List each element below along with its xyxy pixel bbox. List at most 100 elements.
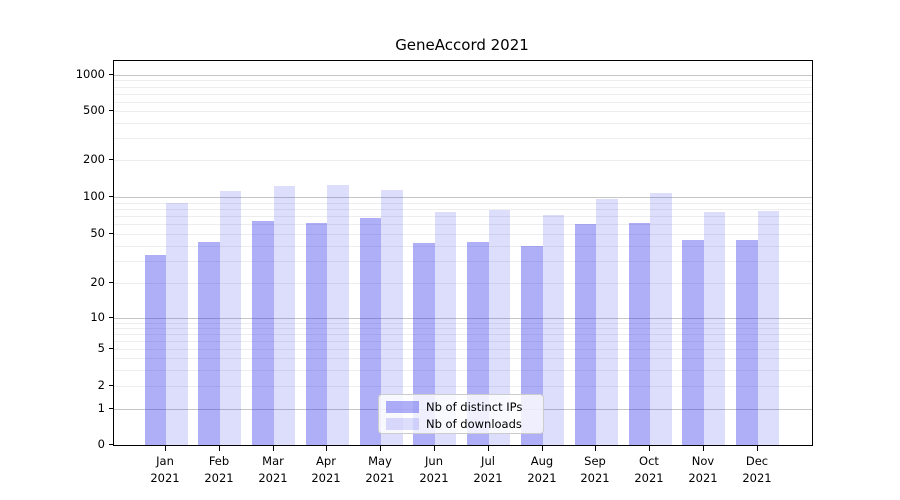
x-tick-label-jul: Jul 2021 — [473, 454, 503, 485]
x-tick-label-sep: Sep 2021 — [580, 454, 610, 485]
minor-gridline-5 — [114, 349, 812, 350]
minor-gridline-8 — [114, 328, 812, 329]
bar-nb-of-distinct-ips-jan — [144, 254, 166, 445]
y-tick-label-50: 50 — [90, 226, 105, 240]
minor-gridline-50 — [114, 234, 812, 235]
chart-title: GeneAccord 2021 — [395, 36, 529, 54]
bar-nb-of-distinct-ips-may — [359, 218, 382, 445]
y-tick-mark-10 — [109, 317, 113, 318]
minor-gridline-4 — [114, 358, 812, 359]
minor-gridline-800 — [114, 87, 812, 88]
minor-gridline-9 — [114, 323, 812, 324]
y-tick-label-500: 500 — [83, 103, 105, 117]
bar-nb-of-downloads-jan — [166, 202, 188, 445]
y-tick-mark-100 — [109, 196, 113, 197]
major-gridline-1000 — [114, 75, 812, 76]
legend-item-downloads: Nb of downloads — [386, 415, 543, 432]
y-tick-mark-5 — [109, 348, 113, 349]
plot-area — [113, 60, 813, 446]
x-tick-mark-feb — [219, 446, 220, 451]
minor-gridline-60 — [114, 224, 812, 225]
x-tick-mark-oct — [649, 446, 650, 451]
bar-nb-of-downloads-jun — [434, 211, 457, 445]
y-tick-label-100: 100 — [83, 189, 105, 203]
bar-nb-of-downloads-sep — [596, 199, 618, 445]
x-tick-mark-jun — [434, 446, 435, 451]
minor-gridline-900 — [114, 80, 812, 81]
x-tick-mark-dec — [757, 446, 758, 451]
minor-gridline-90 — [114, 203, 812, 204]
minor-gridline-500 — [114, 111, 812, 112]
minor-gridline-7 — [114, 334, 812, 335]
bar-nb-of-distinct-ips-dec — [736, 239, 758, 445]
x-tick-label-oct: Oct 2021 — [634, 454, 664, 485]
x-tick-label-jun: Jun 2021 — [419, 454, 449, 485]
y-tick-label-2: 2 — [97, 378, 105, 392]
minor-gridline-300 — [114, 138, 812, 139]
y-tick-label-200: 200 — [83, 152, 105, 166]
minor-gridline-200 — [114, 160, 812, 161]
minor-gridline-700 — [114, 94, 812, 95]
y-tick-label-20: 20 — [90, 275, 105, 289]
y-tick-label-1: 1 — [97, 401, 105, 415]
y-tick-label-0: 0 — [97, 437, 105, 451]
x-tick-label-may: May 2021 — [365, 454, 395, 485]
x-tick-label-aug: Aug 2021 — [527, 454, 557, 485]
x-tick-mark-mar — [273, 446, 274, 451]
y-tick-mark-500 — [109, 110, 113, 111]
y-tick-mark-20 — [109, 282, 113, 283]
minor-gridline-20 — [114, 283, 812, 284]
bar-nb-of-downloads-mar — [273, 185, 296, 445]
x-tick-label-dec: Dec 2021 — [742, 454, 772, 485]
minor-gridline-6 — [114, 341, 812, 342]
y-tick-label-10: 10 — [90, 310, 105, 324]
x-tick-mark-nov — [703, 446, 704, 451]
bar-nb-of-downloads-nov — [703, 212, 726, 445]
x-tick-label-apr: Apr 2021 — [311, 454, 341, 485]
x-tick-mark-jan — [165, 446, 166, 451]
bar-nb-of-downloads-feb — [219, 190, 242, 445]
bar-nb-of-downloads-oct — [650, 192, 672, 445]
bar-nb-of-distinct-ips-sep — [574, 224, 597, 445]
y-tick-mark-0 — [109, 444, 113, 445]
legend-swatch-distinct-ips — [386, 400, 419, 413]
minor-gridline-600 — [114, 102, 812, 103]
major-gridline-10 — [114, 318, 812, 319]
x-tick-mark-may — [380, 446, 381, 451]
legend-item-distinct-ips: Nb of distinct IPs — [386, 398, 543, 415]
y-tick-mark-200 — [109, 159, 113, 160]
minor-gridline-2 — [114, 386, 812, 387]
y-tick-mark-2 — [109, 385, 113, 386]
bar-nb-of-distinct-ips-nov — [682, 239, 704, 445]
major-gridline-100 — [114, 197, 812, 198]
minor-gridline-70 — [114, 216, 812, 217]
x-tick-label-jan: Jan 2021 — [150, 454, 180, 485]
legend-label-distinct-ips: Nb of distinct IPs — [426, 399, 523, 414]
bar-nb-of-downloads-dec — [757, 210, 780, 445]
minor-gridline-80 — [114, 209, 812, 210]
x-tick-label-feb: Feb 2021 — [204, 454, 234, 485]
minor-gridline-3 — [114, 370, 812, 371]
x-tick-mark-apr — [326, 446, 327, 451]
legend-swatch-downloads — [386, 417, 419, 430]
x-tick-mark-jul — [488, 446, 489, 451]
bar-nb-of-downloads-aug — [542, 214, 565, 445]
y-tick-label-5: 5 — [97, 341, 105, 355]
x-tick-mark-aug — [542, 446, 543, 451]
bar-nb-of-distinct-ips-oct — [628, 223, 651, 445]
y-tick-mark-50 — [109, 233, 113, 234]
y-tick-label-1000: 1000 — [75, 67, 105, 81]
bar-nb-of-downloads-jul — [488, 209, 511, 445]
y-tick-mark-1000 — [109, 74, 113, 75]
x-tick-label-nov: Nov 2021 — [688, 454, 718, 485]
bar-nb-of-downloads-may — [381, 190, 403, 445]
minor-gridline-30 — [114, 261, 812, 262]
y-tick-mark-1 — [109, 408, 113, 409]
bar-nb-of-downloads-apr — [327, 185, 349, 445]
bar-nb-of-distinct-ips-apr — [305, 223, 328, 445]
bar-nb-of-distinct-ips-mar — [252, 220, 274, 445]
bar-nb-of-distinct-ips-feb — [198, 242, 220, 445]
legend-label-downloads: Nb of downloads — [426, 416, 522, 431]
legend: Nb of distinct IPs Nb of downloads — [378, 394, 544, 434]
